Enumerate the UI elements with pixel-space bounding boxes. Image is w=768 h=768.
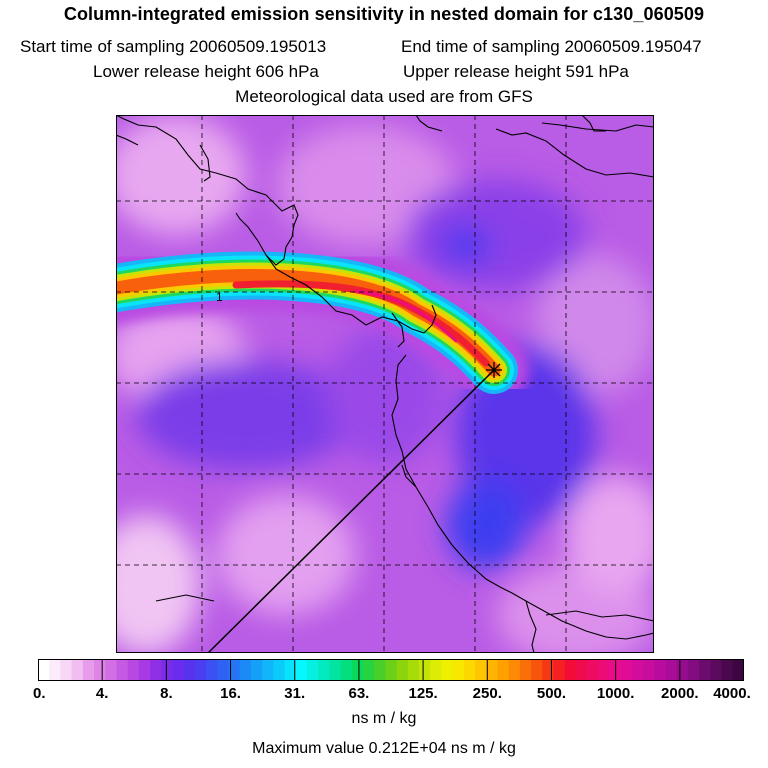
colorbar-cell (362, 659, 375, 681)
colorbar-tick-label: 4. (95, 685, 109, 702)
colorbar-cell (553, 659, 566, 681)
colorbar-cell (329, 659, 342, 681)
colorbar-cells (38, 659, 744, 681)
colorbar-cell (687, 659, 700, 681)
colorbar-units: ns m / kg (351, 710, 417, 727)
release-point-marker (486, 362, 502, 378)
colorbar-cell (351, 659, 364, 681)
colorbar-cell (116, 659, 129, 681)
colorbar-cell (631, 659, 644, 681)
colorbar-cell (183, 659, 196, 681)
colorbar-tick-label: 250. (472, 685, 502, 702)
colorbar-cell (643, 659, 655, 681)
colorbar-cell (463, 659, 476, 681)
colorbar-cell (138, 659, 151, 681)
colorbar-cell (497, 659, 510, 681)
colorbar-tick-label: 8. (160, 685, 173, 702)
colorbar-cell (710, 659, 723, 681)
colorbar-cell (295, 659, 308, 681)
colorbar (38, 659, 744, 681)
colorbar-cell (273, 659, 286, 681)
colorbar-cell (60, 659, 73, 681)
contour-label: 1 (216, 290, 223, 304)
colorbar-tick-label: 31. (284, 685, 306, 702)
colorbar-cell (262, 659, 274, 681)
colorbar-tick-label: 0. (32, 685, 46, 702)
colorbar-cell (206, 659, 218, 681)
colorbar-cell (430, 659, 443, 681)
colorbar-cell (239, 659, 252, 681)
colorbar-cell (161, 659, 174, 681)
colorbar-cell (217, 659, 230, 681)
colorbar-cell (620, 659, 633, 681)
colorbar-cell (732, 659, 744, 681)
upper-release-height-label: Upper release height 591 hPa (403, 62, 629, 81)
colorbar-frame (38, 659, 744, 681)
colorbar-tick-label: 4000. (713, 685, 751, 702)
flight-track (207, 369, 495, 653)
colorbar-cell (419, 659, 431, 681)
colorbar-cell (598, 659, 611, 681)
colorbar-dividers (101, 659, 681, 681)
colorbar-cell (340, 659, 353, 681)
plume (116, 240, 529, 405)
colorbar-cell (306, 659, 319, 681)
colorbar-cell (94, 659, 106, 681)
colorbar-cell (452, 659, 465, 681)
colorbar-cell (250, 659, 263, 681)
colorbar-cell (374, 659, 386, 681)
colorbar-cell (721, 659, 734, 681)
coastline (116, 115, 654, 653)
start-time-label: Start time of sampling 20060509.195013 (20, 37, 327, 56)
emission-sensitivity-map: 1 (116, 115, 654, 653)
maximum-value-label: Maximum value 0.212E+04 ns m / kg (252, 740, 516, 757)
colorbar-tick-label: 63. (348, 685, 370, 702)
colorbar-cell (127, 659, 140, 681)
colorbar-cell (82, 659, 95, 681)
colorbar-cell (194, 659, 207, 681)
colorbar-cell (665, 659, 678, 681)
colorbar-tick-label: 1000. (596, 685, 635, 702)
colorbar-cell (407, 659, 420, 681)
colorbar-cell (575, 659, 588, 681)
colorbar-cell (172, 659, 185, 681)
colorbar-cell (564, 659, 577, 681)
colorbar-tick-label: 125. (408, 685, 438, 702)
figure-title: Column-integrated emission sensitivity i… (63, 4, 705, 24)
colorbar-cell (38, 659, 50, 681)
map-frame (116, 115, 654, 653)
colorbar-cell (475, 659, 487, 681)
colorbar-cell (105, 659, 118, 681)
colorbar-cell (486, 659, 499, 681)
colorbar-cell (699, 659, 711, 681)
colorbar-cell (228, 659, 241, 681)
colorbar-cell (676, 659, 689, 681)
background-field (116, 115, 654, 653)
colorbar-cell (318, 659, 330, 681)
colorbar-cell (508, 659, 521, 681)
colorbar-cell (654, 659, 667, 681)
colorbar-tick-label: 16. (220, 685, 241, 702)
colorbar-cell (542, 659, 555, 681)
met-data-label: Meteorological data used are from GFS (235, 87, 533, 106)
colorbar-cell (150, 659, 162, 681)
colorbar-cell (71, 659, 84, 681)
end-time-label: End time of sampling 20060509.195047 (401, 37, 702, 56)
colorbar-cell (441, 659, 454, 681)
colorbar-cell (396, 659, 409, 681)
colorbar-cell (49, 659, 62, 681)
colorbar-cell (519, 659, 532, 681)
colorbar-tick-label: 2000. (661, 685, 699, 702)
colorbar-cell (587, 659, 599, 681)
colorbar-cell (531, 659, 543, 681)
lower-release-height-label: Lower release height 606 hPa (93, 62, 319, 81)
colorbar-cell (385, 659, 398, 681)
colorbar-tick-label: 500. (536, 685, 567, 702)
colorbar-cell (284, 659, 297, 681)
